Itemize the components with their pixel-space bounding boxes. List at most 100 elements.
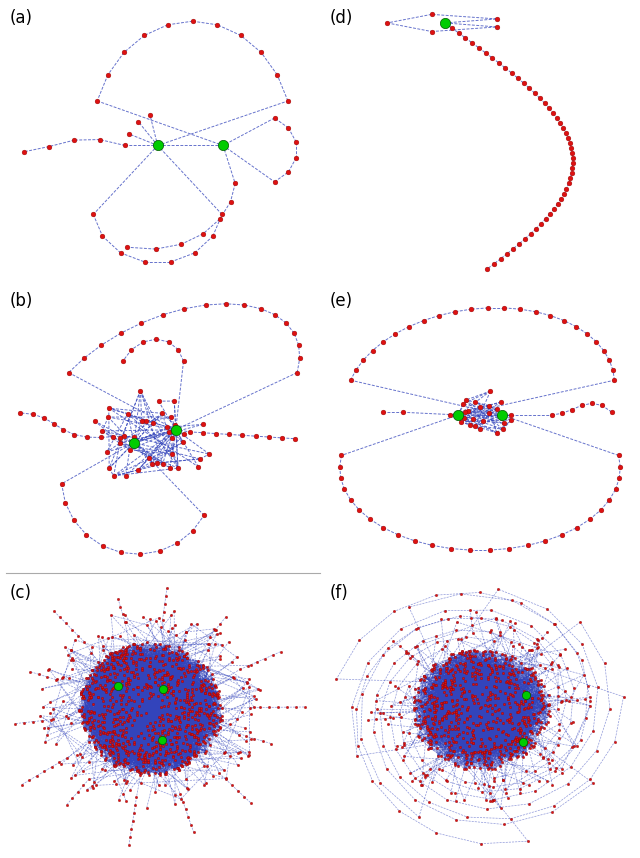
Point: [524, 644, 534, 657]
Point: [204, 637, 214, 650]
Point: [351, 363, 361, 377]
Point: [497, 725, 507, 739]
Point: [165, 734, 175, 747]
Point: [495, 684, 505, 698]
Point: [525, 738, 536, 752]
Point: [441, 680, 451, 694]
Point: [153, 678, 163, 692]
Point: [58, 694, 68, 708]
Point: [170, 712, 180, 726]
Point: [115, 756, 125, 770]
Point: [98, 720, 108, 734]
Point: [545, 710, 556, 723]
Point: [506, 737, 516, 751]
Point: [466, 732, 476, 746]
Point: [200, 673, 211, 686]
Point: [504, 673, 515, 686]
Point: [101, 649, 111, 662]
Point: [292, 366, 302, 379]
Point: [137, 683, 147, 697]
Point: [486, 762, 497, 776]
Point: [157, 734, 167, 747]
Point: [62, 751, 72, 764]
Point: [503, 791, 513, 805]
Point: [469, 746, 479, 759]
Point: [181, 732, 191, 746]
Point: [149, 668, 159, 681]
Point: [419, 731, 429, 745]
Point: [193, 746, 204, 759]
Point: [107, 746, 117, 759]
Point: [522, 662, 532, 676]
Point: [417, 715, 428, 728]
Point: [128, 644, 138, 658]
Point: [168, 654, 179, 668]
Point: [193, 731, 204, 745]
Point: [465, 650, 475, 663]
Point: [390, 742, 401, 756]
Point: [118, 716, 129, 729]
Point: [125, 650, 136, 664]
Point: [170, 789, 180, 802]
Point: [51, 737, 61, 751]
Point: [218, 139, 228, 153]
Point: [156, 711, 166, 725]
Point: [78, 690, 88, 704]
Point: [221, 297, 231, 311]
Point: [523, 701, 533, 715]
Point: [188, 685, 198, 698]
Point: [154, 718, 164, 732]
Point: [186, 728, 196, 741]
Point: [483, 301, 493, 315]
Point: [410, 712, 420, 726]
Point: [428, 539, 438, 553]
Point: [233, 746, 243, 759]
Point: [200, 736, 210, 750]
Point: [521, 719, 531, 733]
Point: [513, 717, 523, 731]
Point: [519, 733, 529, 746]
Point: [161, 746, 172, 760]
Point: [173, 462, 183, 475]
Point: [489, 775, 499, 789]
Point: [598, 344, 609, 358]
Point: [120, 645, 131, 659]
Point: [214, 650, 225, 663]
Point: [467, 725, 477, 739]
Point: [150, 650, 161, 663]
Point: [506, 710, 516, 724]
Point: [572, 646, 582, 660]
Point: [161, 639, 171, 653]
Point: [108, 726, 118, 740]
Point: [469, 396, 479, 409]
Point: [178, 795, 188, 808]
Point: [93, 719, 103, 733]
Point: [158, 643, 168, 656]
Point: [215, 720, 225, 734]
Point: [125, 710, 135, 724]
Point: [399, 750, 409, 764]
Point: [162, 665, 172, 679]
Point: [525, 662, 535, 675]
Point: [131, 646, 141, 660]
Point: [105, 735, 115, 749]
Point: [132, 680, 142, 694]
Point: [431, 729, 441, 743]
Point: [77, 685, 88, 698]
Point: [209, 688, 220, 702]
Point: [432, 741, 442, 755]
Point: [424, 703, 435, 716]
Point: [504, 708, 515, 722]
Point: [506, 752, 516, 765]
Point: [172, 674, 182, 688]
Point: [57, 671, 67, 685]
Point: [162, 581, 172, 595]
Point: [512, 745, 522, 758]
Point: [144, 692, 154, 705]
Point: [401, 647, 411, 661]
Point: [100, 662, 111, 676]
Point: [183, 752, 193, 766]
Point: [163, 624, 173, 637]
Point: [409, 702, 419, 716]
Point: [191, 697, 202, 710]
